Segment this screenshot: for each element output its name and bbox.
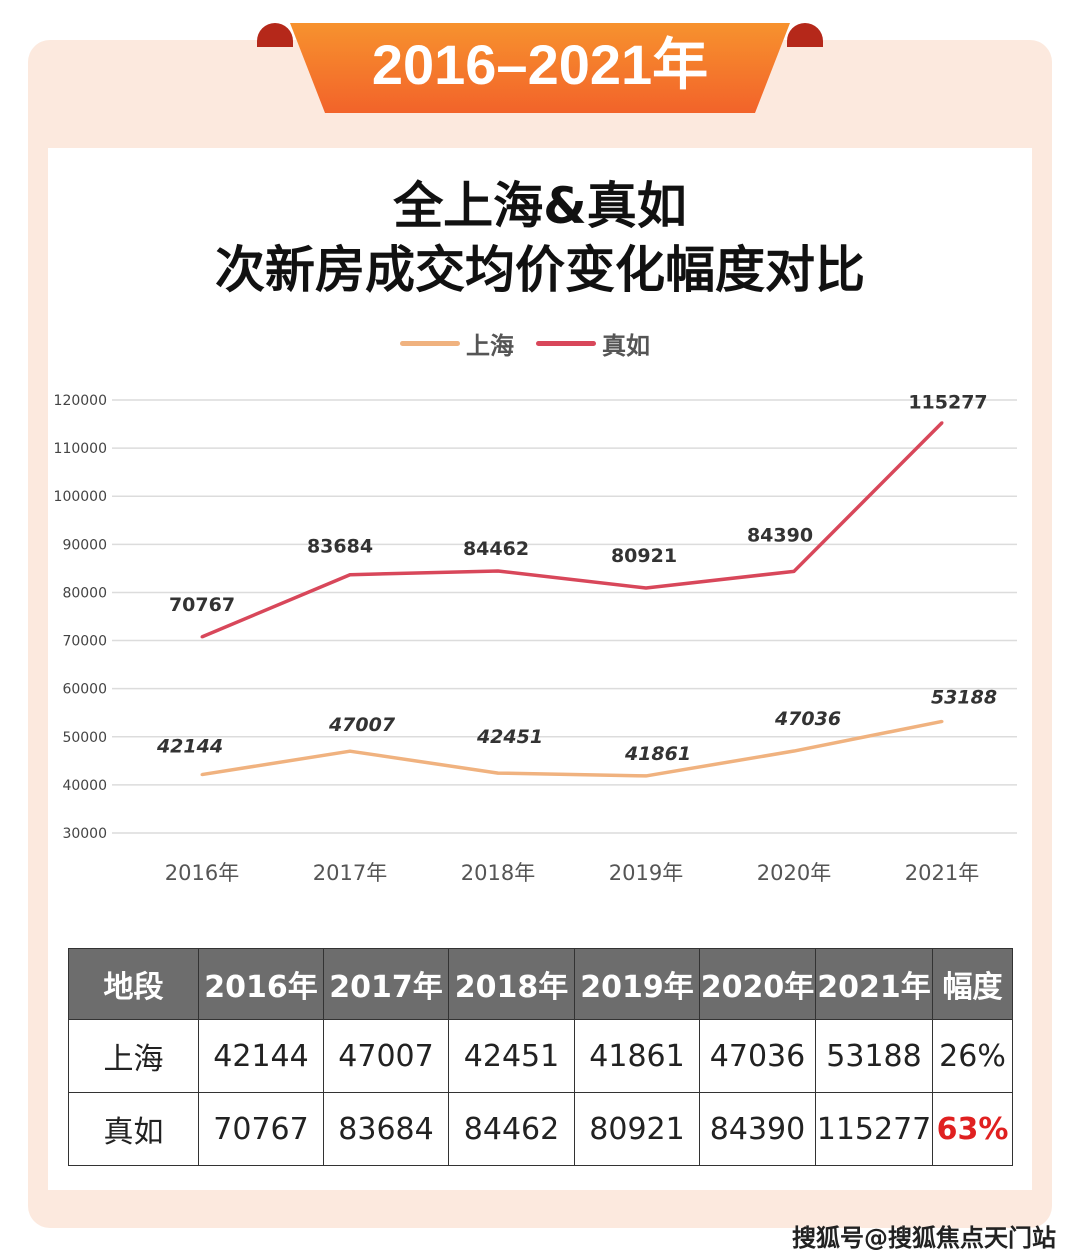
data-label: 53188 [931, 686, 997, 708]
data-label: 83684 [307, 536, 373, 558]
data-label: 42451 [476, 726, 543, 748]
data-point [200, 635, 204, 639]
y-tick-label: 100000 [54, 489, 107, 505]
x-tick-label: 2017年 [313, 861, 387, 885]
data-point [496, 569, 500, 573]
header-cell: 地段 [68, 948, 199, 1020]
cell: 83684 [323, 1092, 449, 1166]
table-header-row: 地段 2016年 2017年 2018年 2019年 2020年 2021年 幅… [68, 948, 1013, 1020]
series-line-0 [201, 719, 943, 778]
header-cell: 2020年 [699, 948, 816, 1020]
data-table: 地段 2016年 2017年 2018年 2019年 2020年 2021年 幅… [68, 948, 1013, 1166]
cell: 26% [932, 1019, 1013, 1093]
header-cell: 2016年 [198, 948, 324, 1020]
cell: 53188 [815, 1019, 933, 1093]
cell: 80921 [574, 1092, 700, 1166]
banner-ribbon [290, 23, 790, 113]
data-point [496, 771, 500, 775]
y-tick-label: 120000 [54, 393, 107, 409]
watermark: 搜狐号@搜狐焦点天门站 [792, 1224, 1056, 1252]
y-tick-label: 40000 [62, 778, 107, 794]
data-label: 115277 [908, 392, 987, 414]
legend-label: 上海 [466, 332, 514, 360]
cell: 42144 [198, 1019, 324, 1093]
y-tick-label: 70000 [62, 634, 107, 650]
y-tick-label: 60000 [62, 682, 107, 698]
data-point [940, 421, 944, 425]
cell-highlight: 63% [932, 1092, 1013, 1166]
ribbon-fold-left [257, 23, 293, 47]
header-cell: 2021年 [815, 948, 933, 1020]
cell: 47036 [699, 1019, 816, 1093]
ribbon-fold-right [787, 23, 823, 47]
cell: 42451 [448, 1019, 575, 1093]
cell: 84390 [699, 1092, 816, 1166]
data-label: 47036 [774, 708, 841, 730]
data-label: 70767 [169, 594, 235, 616]
cell: 真如 [68, 1092, 199, 1166]
data-label: 41861 [624, 743, 691, 765]
y-tick-label: 110000 [54, 441, 107, 457]
cell: 41861 [574, 1019, 700, 1093]
header-cell: 2019年 [574, 948, 700, 1020]
data-point [644, 586, 648, 590]
legend-item-shanghai: 上海 [400, 326, 514, 361]
series-line-1 [201, 421, 944, 639]
chart-title-line1: 全上海&真如 [393, 177, 687, 235]
data-label: 42144 [156, 736, 223, 758]
chart-title-line2: 次新房成交均价变化幅度对比 [215, 241, 865, 299]
x-tick-label: 2019年 [609, 861, 683, 885]
data-label: 80921 [611, 545, 677, 567]
data-point [792, 569, 796, 573]
header-cell: 2017年 [323, 948, 449, 1020]
table-row: 真如 70767 83684 84462 80921 84390 115277 … [68, 1092, 1013, 1166]
data-label: 47007 [328, 714, 396, 736]
header-cell: 2018年 [448, 948, 575, 1020]
cell: 上海 [68, 1019, 199, 1093]
legend: 上海 真如 [400, 326, 650, 361]
y-tick-label: 90000 [62, 537, 107, 553]
legend-item-zhenru: 真如 [536, 326, 650, 361]
data-point [792, 749, 796, 753]
x-tick-label: 2018年 [461, 861, 535, 885]
cell: 70767 [198, 1092, 324, 1166]
cell: 115277 [815, 1092, 933, 1166]
line-chart: 30000 40000 50000 60000 70000 80000 90000 10000… [54, 392, 1017, 885]
y-tick-label: 30000 [62, 826, 107, 842]
data-label: 84462 [463, 538, 529, 560]
data-point [348, 749, 352, 753]
header-cell: 幅度 [932, 948, 1013, 1020]
cell: 47007 [323, 1019, 449, 1093]
x-tick-label: 2016年 [165, 861, 239, 885]
y-tick-label: 80000 [62, 585, 107, 601]
legend-label: 真如 [602, 332, 650, 360]
banner-text: 2016–2021年 [371, 33, 709, 96]
x-tick-label: 2020年 [757, 861, 831, 885]
y-tick-label: 50000 [62, 730, 107, 746]
data-point [940, 719, 944, 723]
data-point [348, 573, 352, 577]
x-tick-label: 2021年 [905, 861, 979, 885]
cell: 84462 [448, 1092, 575, 1166]
data-label: 84390 [747, 524, 813, 546]
table-row: 上海 42144 47007 42451 41861 47036 53188 2… [68, 1019, 1013, 1093]
data-point [200, 773, 204, 777]
data-point [644, 774, 648, 778]
